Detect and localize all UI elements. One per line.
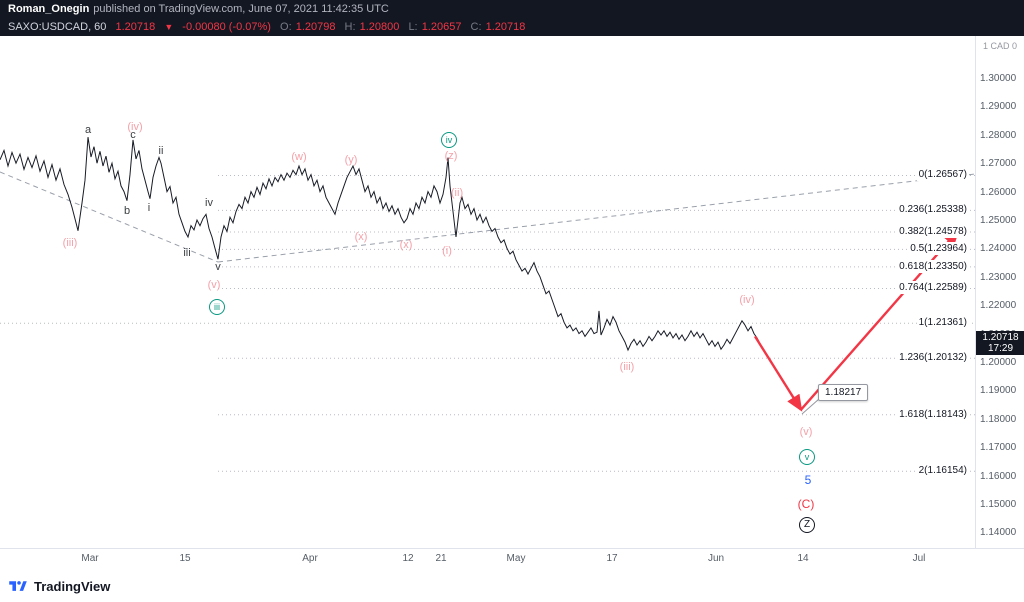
time-tick: 15: [179, 553, 191, 564]
price-tick: 1.25000: [980, 215, 1017, 226]
close-label: C:: [470, 21, 482, 33]
price-tick: 1.26000: [980, 186, 1017, 198]
time-tick: 14: [797, 553, 809, 564]
callout-tail-line: [801, 398, 820, 415]
chart-area: 1.18217 0(1.26567) 0.236(1.25338) 0.382(1.…: [0, 36, 1024, 548]
price-tick: 1.28000: [980, 129, 1017, 141]
price-tick: 1.30000: [980, 73, 1017, 84]
price-tick: 1.14000: [980, 527, 1017, 539]
tradingview-wordmark[interactable]: TradingView: [34, 578, 111, 594]
price-tick: 1.24000: [980, 243, 1017, 255]
symbol-info-bar: SAXO:USDCAD, 60 1.20718 ▼ -0.00080 (-0.0…: [0, 18, 1024, 36]
price-axis-header: 1 CAD 0: [982, 41, 1017, 51]
price-change: -0.00080 (-0.07%): [182, 21, 271, 33]
price-tick: 1.27000: [980, 158, 1017, 170]
published-text: published on TradingView.com, June 07, 2…: [93, 3, 389, 15]
price-tick: 1.15000: [980, 499, 1017, 510]
trendline: [217, 173, 975, 263]
time-axis[interactable]: Mar 15 Apr 12 21 May 17 Jun 14 Jul: [0, 548, 1024, 570]
last-price-badge: 1.20718 17:29: [976, 330, 1024, 355]
publisher-bar: Roman_Onegin published on TradingView.com…: [0, 0, 1024, 18]
price-series-line: [0, 137, 760, 352]
badge-price: 1.20718: [982, 331, 1019, 343]
chart-pane[interactable]: 1.18217 0(1.26567) 0.236(1.25338) 0.382(1.…: [0, 36, 975, 548]
open-value: 1.20798: [295, 21, 336, 33]
last-price: 1.20718: [115, 21, 156, 33]
high-value: 1.20800: [359, 21, 400, 33]
symbol-title[interactable]: SAXO:USDCAD, 60: [8, 21, 107, 33]
price-tick: 1.22000: [980, 300, 1017, 312]
price-chart-svg[interactable]: [0, 36, 975, 548]
projection-arrow: [800, 228, 960, 411]
close-value: 1.20718: [485, 21, 526, 33]
tradingview-logo-icon[interactable]: [8, 578, 28, 595]
time-tick: May: [506, 553, 526, 564]
time-tick: Jul: [912, 553, 926, 564]
price-tick: 1.29000: [980, 101, 1017, 113]
time-tick: Jun: [707, 553, 725, 564]
time-tick: 21: [435, 553, 447, 564]
time-tick: Apr: [302, 553, 318, 564]
price-tick: 1.18000: [980, 413, 1017, 425]
high-label: H:: [344, 21, 356, 33]
low-value: 1.20657: [421, 21, 462, 33]
price-tick: 1.17000: [980, 442, 1017, 454]
badge-time: 17:29: [987, 342, 1014, 354]
direction-down-icon: ▼: [164, 22, 174, 32]
time-tick: Mar: [81, 553, 99, 564]
trendline: [0, 171, 219, 263]
low-label: L:: [408, 21, 418, 33]
price-tick: 1.16000: [980, 470, 1017, 482]
price-tick: 1.19000: [980, 385, 1017, 397]
projection-arrow: [753, 335, 803, 412]
footer-bar: TradingView: [0, 570, 1024, 602]
time-tick: 17: [606, 553, 618, 564]
author-name[interactable]: Roman_Onegin: [8, 3, 90, 15]
price-axis[interactable]: 1 CAD 0 1.30000 1.29000 1.28000 1.27000 1.26…: [975, 36, 1024, 548]
open-label: O:: [280, 21, 292, 33]
price-tick: 1.23000: [980, 271, 1017, 283]
price-tick: 1.20000: [980, 357, 1017, 368]
time-tick: 12: [402, 553, 414, 564]
